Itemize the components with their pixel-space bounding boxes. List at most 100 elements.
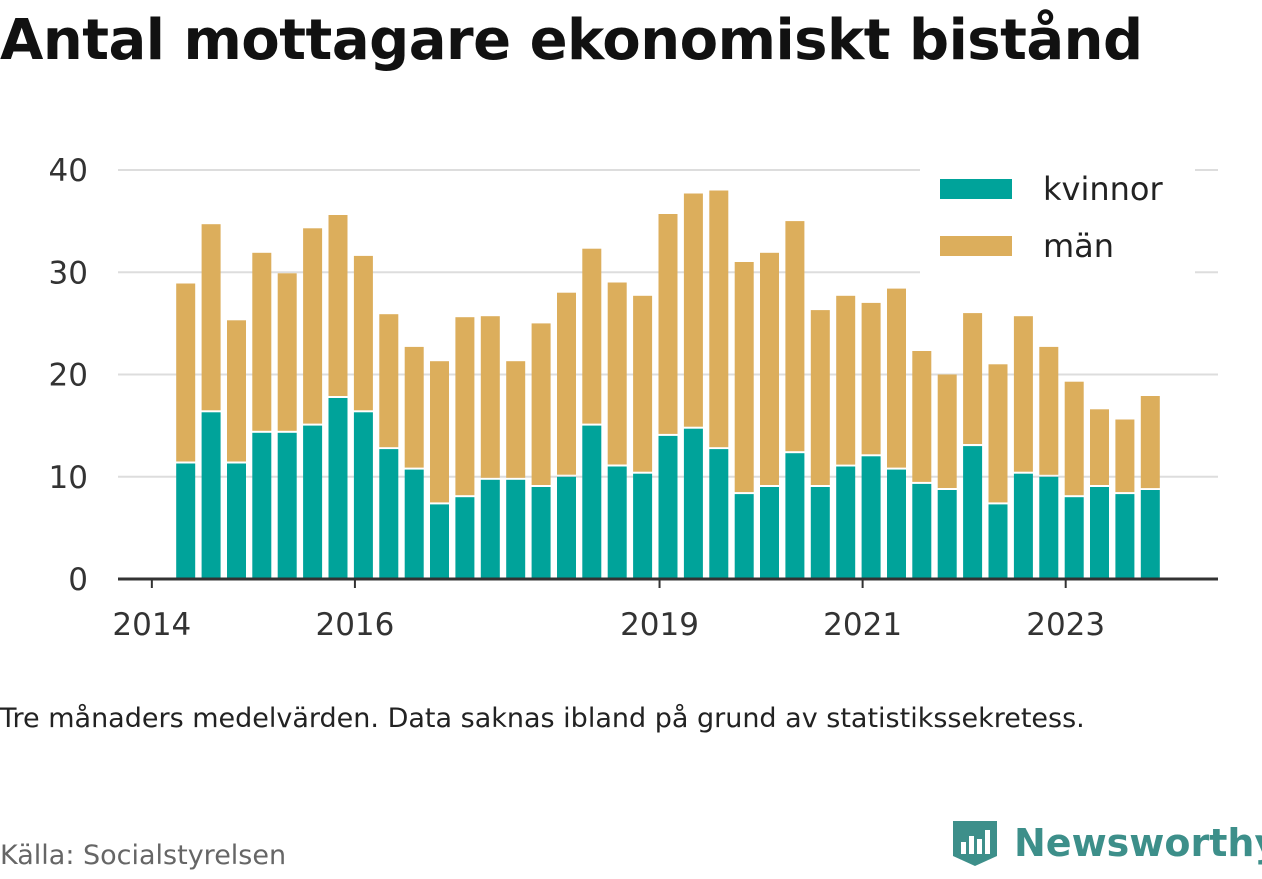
- bar-man-2021-02: [861, 302, 881, 455]
- bar-man-2022-02: [963, 313, 983, 444]
- bar-kvinnor-2020-05: [785, 453, 805, 579]
- y-tick-label-30: 30: [49, 255, 88, 291]
- y-tick-label-20: 20: [49, 358, 88, 394]
- bar-man-2022-05: [988, 364, 1008, 503]
- bar-kvinnor-2021-08: [912, 483, 932, 579]
- bar-kvinnor-2017-05: [480, 479, 500, 579]
- bar-kvinnor-2015-11: [328, 398, 348, 579]
- legend-label-kvinnor: kvinnor: [1043, 170, 1164, 208]
- bar-man-2014-05: [176, 283, 196, 462]
- bar-kvinnor-2021-11: [937, 490, 957, 579]
- bar-kvinnor-2016-08: [404, 469, 424, 579]
- bar-kvinnor-2019-11: [734, 494, 754, 579]
- bar-kvinnor-2018-08: [607, 466, 627, 579]
- bar-man-2015-05: [277, 273, 297, 431]
- bar-kvinnor-2020-11: [836, 466, 856, 579]
- bar-man-2016-11: [430, 361, 449, 503]
- x-tick-label-2023: 2023: [1026, 607, 1105, 643]
- bar-man-2023-08: [1115, 419, 1135, 493]
- bar-kvinnor-2021-02: [861, 456, 881, 579]
- axes: 0 10 20 30 40 2014 2016 2019 2021 2023: [49, 153, 1218, 643]
- x-tick-label-2016: 2016: [315, 607, 394, 643]
- bar-man-2016-08: [404, 346, 424, 468]
- bar-kvinnor-2017-11: [531, 487, 551, 579]
- chart-area: 0 10 20 30 40 2014 2016 2019 2021 2023 kvinnor mä…: [49, 153, 1218, 643]
- bar-kvinnor-2017-08: [506, 479, 526, 579]
- chart-title: Antal mottagare ekonomiskt bistånd: [0, 8, 1143, 73]
- bar-man-2023-05: [1090, 409, 1109, 485]
- bar-man-2018-05: [582, 248, 602, 424]
- bar-man-2015-11: [328, 215, 348, 396]
- bar-kvinnor-2022-02: [963, 446, 983, 579]
- bar-kvinnor-2019-02: [658, 435, 678, 579]
- brand-name: Newsworthy: [1014, 821, 1262, 865]
- bar-man-2020-02: [760, 252, 779, 485]
- bar-kvinnor-2022-08: [1013, 473, 1033, 579]
- y-tick-label-40: 40: [49, 153, 88, 189]
- bar-kvinnor-2015-08: [303, 425, 323, 579]
- bar-kvinnor-2023-11: [1140, 490, 1160, 579]
- bar-man-2019-11: [734, 262, 754, 493]
- legend-swatch-man: [940, 236, 1012, 256]
- bar-man-2019-08: [709, 190, 729, 448]
- y-tick-label-0: 0: [68, 562, 88, 598]
- bar-kvinnor-2016-11: [430, 504, 449, 579]
- bar-man-2019-05: [683, 193, 703, 427]
- bar-man-2021-11: [937, 374, 957, 488]
- legend: kvinnor män: [920, 160, 1195, 280]
- legend-swatch-kvinnor: [940, 179, 1012, 199]
- bar-kvinnor-2020-02: [760, 487, 779, 579]
- bar-kvinnor-2020-08: [810, 487, 830, 579]
- brand: Newsworthy: [950, 818, 1262, 868]
- bar-kvinnor-2019-05: [683, 428, 703, 579]
- bar-kvinnor-2022-11: [1039, 476, 1059, 580]
- bar-kvinnor-2023-02: [1064, 497, 1084, 579]
- bar-kvinnor-2015-05: [277, 432, 297, 579]
- bar-kvinnor-2018-05: [582, 425, 602, 579]
- bar-kvinnor-2017-02: [455, 497, 475, 579]
- bar-man-2022-11: [1039, 346, 1059, 475]
- y-tick-label-10: 10: [49, 460, 88, 496]
- bar-man-2018-08: [607, 282, 627, 465]
- bar-man-2017-08: [506, 361, 526, 478]
- bar-kvinnor-2014-11: [227, 463, 246, 579]
- bar-man-2021-08: [912, 351, 932, 482]
- bar-kvinnor-2015-02: [252, 432, 272, 579]
- bar-kvinnor-2019-08: [709, 449, 729, 579]
- bar-man-2023-11: [1140, 396, 1160, 489]
- x-tick-label-2021: 2021: [823, 607, 902, 643]
- bar-man-2016-05: [379, 314, 399, 448]
- bar-kvinnor-2016-02: [353, 412, 373, 579]
- bar-man-2020-11: [836, 295, 856, 465]
- bar-man-2014-08: [201, 224, 221, 411]
- bar-kvinnor-2014-05: [176, 463, 196, 579]
- bar-man-2020-08: [810, 310, 830, 485]
- bar-kvinnor-2021-05: [887, 469, 906, 579]
- bars: [176, 190, 1160, 580]
- bar-man-2017-11: [531, 323, 551, 485]
- bar-man-2020-05: [785, 221, 805, 452]
- bar-kvinnor-2018-02: [557, 476, 576, 580]
- bar-kvinnor-2022-05: [988, 504, 1008, 579]
- newsworthy-logo-icon: [953, 821, 997, 866]
- bar-man-2018-02: [557, 292, 576, 475]
- bar-kvinnor-2014-08: [201, 412, 221, 579]
- source-text: Källa: Socialstyrelsen: [0, 840, 287, 871]
- bar-kvinnor-2016-05: [379, 449, 399, 579]
- x-tick-label-2014: 2014: [112, 607, 191, 643]
- bar-man-2017-05: [480, 316, 500, 478]
- bar-man-2015-08: [303, 228, 323, 424]
- bar-man-2017-02: [455, 317, 475, 496]
- x-tick-label-2019: 2019: [620, 607, 699, 643]
- bar-man-2014-11: [227, 320, 246, 462]
- bar-man-2023-02: [1064, 381, 1084, 496]
- bar-man-2015-02: [252, 252, 272, 431]
- bar-man-2021-05: [887, 288, 906, 468]
- legend-label-man: män: [1043, 227, 1114, 265]
- bar-man-2019-02: [658, 214, 678, 434]
- bar-kvinnor-2023-05: [1090, 487, 1109, 579]
- chart-note: Tre månaders medelvärden. Data saknas ib…: [0, 703, 1085, 734]
- bar-kvinnor-2023-08: [1115, 494, 1135, 579]
- bar-man-2018-11: [633, 295, 653, 472]
- bar-man-2022-08: [1013, 316, 1033, 472]
